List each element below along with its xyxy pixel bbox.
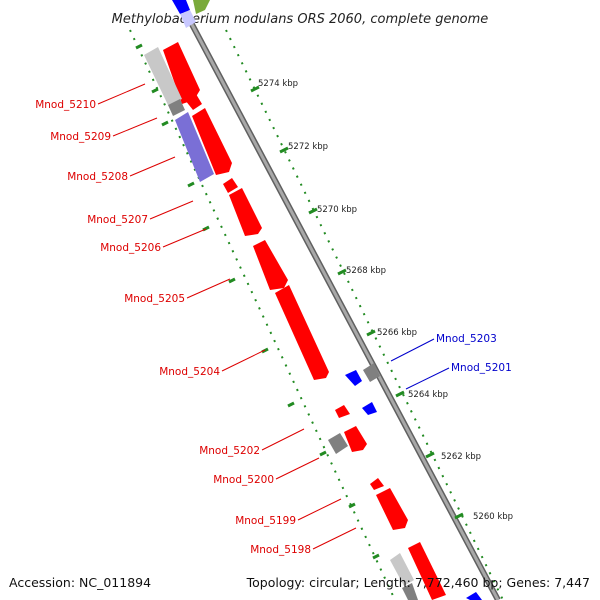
gene-label-mnod-5208: Mnod_5208	[67, 171, 128, 183]
tick-mark	[395, 390, 405, 398]
inner-tick-mark	[135, 43, 143, 50]
gene-grey-5202	[328, 433, 348, 454]
gene-mnod-5200	[344, 426, 367, 452]
gene-label-leader	[261, 428, 305, 451]
gene-label-leader	[312, 527, 357, 550]
gene-mnod-5199	[370, 478, 384, 490]
gene-label-leader	[186, 278, 231, 299]
tick-mark	[337, 268, 347, 276]
gene-label-mnod-5198: Mnod_5198	[250, 544, 311, 556]
gene-light-grey-bottom	[390, 553, 414, 586]
gene-label-mnod-5210: Mnod_5210	[35, 99, 96, 111]
backbone-line	[177, 0, 500, 600]
gene-label-mnod-5201: Mnod_5201	[451, 362, 512, 374]
gene-label-leader	[275, 457, 320, 480]
gene-light-grey-5210	[144, 47, 182, 105]
gene-partial-blue	[172, 0, 190, 14]
gene-bottom-red	[408, 542, 446, 600]
other-genes	[144, 47, 418, 600]
gene-label-leader	[162, 228, 207, 248]
gene-mnod-5198	[376, 488, 408, 530]
gene-label-leader	[149, 200, 194, 220]
gene-mnod-5206	[229, 188, 262, 236]
tick-layer: 5274 kbp 5272 kbp 5270 kbp 5268 kbp 5266 kbp…	[135, 43, 513, 560]
inner-tick-mark	[372, 553, 380, 560]
inner-tick-mark	[228, 277, 236, 284]
inner-tick-mark	[187, 181, 195, 188]
gene-mnod-5207	[223, 178, 238, 193]
gene-label-mnod-5205: Mnod_5205	[124, 293, 185, 305]
gene-partial-olive	[193, 0, 210, 14]
gene-mnod-5201	[362, 402, 377, 415]
gene-label-layer: Mnod_5210 Mnod_5209 Mnod_5208 Mnod_5207 Mnod…	[35, 83, 512, 556]
gene-partial-lightblue	[180, 10, 196, 28]
gene-label-mnod-5209: Mnod_5209	[50, 131, 111, 143]
tick-label: 5274 kbp	[258, 79, 298, 89]
gene-label-mnod-5202: Mnod_5202	[199, 445, 260, 457]
tick-label: 5262 kbp	[441, 452, 481, 462]
gene-dark-grey-5209	[168, 99, 185, 116]
tick-label: 5264 kbp	[408, 390, 448, 400]
gene-mnod-5208	[192, 108, 232, 175]
gene-label-mnod-5200: Mnod_5200	[213, 474, 274, 486]
gene-label-mnod-5203: Mnod_5203	[436, 333, 497, 345]
tick-mark	[454, 512, 464, 520]
gene-label-leader	[390, 338, 435, 362]
gene-label-leader	[221, 349, 266, 372]
gene-label-leader	[297, 498, 342, 521]
gene-label-mnod-5207: Mnod_5207	[87, 214, 148, 226]
gene-label-leader	[405, 367, 450, 390]
gene-bottom-blue	[466, 592, 482, 600]
reverse-genes	[345, 363, 482, 600]
accession-text: Accession: NC_011894	[9, 575, 151, 590]
gene-label-mnod-5204: Mnod_5204	[159, 366, 220, 378]
gene-mnod-5209	[185, 94, 202, 110]
gene-grey-5203	[363, 363, 380, 382]
inner-tick-mark	[151, 87, 159, 94]
inner-tick-mark	[348, 502, 356, 509]
gene-mnod-5204	[275, 285, 329, 380]
gene-mnod-5210	[163, 42, 200, 104]
top-partial-genes	[172, 0, 210, 28]
gene-label-mnod-5206: Mnod_5206	[100, 242, 161, 254]
map-title: Methylobacterium nodulans ORS 2060, comp…	[112, 12, 489, 27]
gene-label-leader	[112, 117, 158, 137]
topology-text: Topology: circular; Length: 7,772,460 bp…	[246, 575, 590, 590]
gene-purple-5208	[175, 112, 214, 182]
tick-label: 5270 kbp	[317, 205, 357, 215]
tick-mark	[279, 146, 289, 154]
gene-label-leader	[129, 156, 176, 177]
gene-mnod-5203	[345, 370, 362, 386]
gene-label-leader	[97, 83, 146, 105]
tick-label: 5272 kbp	[288, 142, 328, 152]
tick-mark	[308, 207, 318, 215]
inner-tick-mark	[161, 120, 169, 127]
inner-tick-mark	[287, 401, 295, 408]
gene-label-mnod-5199: Mnod_5199	[235, 515, 296, 527]
gene-mnod-5205	[253, 240, 288, 290]
tick-mark	[425, 451, 435, 459]
inner-tick-mark	[319, 450, 327, 457]
outer-tick-guide	[225, 29, 504, 600]
tick-label: 5266 kbp	[377, 328, 417, 338]
forward-genes	[163, 42, 446, 600]
tick-label: 5260 kbp	[473, 512, 513, 522]
tick-mark	[250, 85, 260, 93]
tick-mark	[366, 329, 376, 337]
backbone	[176, 0, 501, 600]
gene-grey-bottom	[402, 583, 418, 600]
gene-mnod-5202	[335, 405, 350, 418]
tick-label: 5268 kbp	[346, 266, 386, 276]
